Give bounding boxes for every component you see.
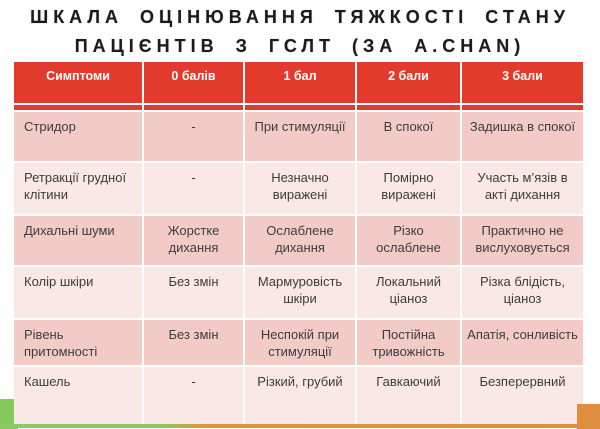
table-cell: При стимуляції <box>245 112 355 161</box>
slide-title-line1: ШКАЛА ОЦІНЮВАННЯ ТЯЖКОСТІ СТАНУ <box>30 7 570 27</box>
table-cell-symptom: Рівень притомності <box>14 320 142 365</box>
table-cell: Участь м’язів в акті дихання <box>462 163 583 214</box>
slide-title: ШКАЛА ОЦІНЮВАННЯ ТЯЖКОСТІ СТАНУ ПАЦІЄНТІ… <box>0 3 600 61</box>
table-cell-symptom: Стридор <box>14 112 142 161</box>
header-filler-cell <box>462 105 583 110</box>
table-cell: Ослаблене дихання <box>245 216 355 265</box>
header-cell-score2: 2 бали <box>357 62 460 103</box>
table-cell: Неспокій при стимуляції <box>245 320 355 365</box>
decoration-orange-block <box>577 404 600 429</box>
table-cell: Безперервний <box>462 367 583 424</box>
table-cell: - <box>144 367 243 424</box>
header-filler-cell <box>144 105 243 110</box>
table-cell: Задишка в спокої <box>462 112 583 161</box>
table-cell: Різкий, грубий <box>245 367 355 424</box>
table-cell: Незначно виражені <box>245 163 355 214</box>
header-cell-score3: 3 бали <box>462 62 583 103</box>
table-cell: Апатія, сонливість <box>462 320 583 365</box>
severity-scale-table: Симптоми 0 балів 1 бал 2 бали 3 бали Стр… <box>14 62 583 424</box>
table-cell-symptom: Кашель <box>14 367 142 424</box>
table-cell: Різко ослаблене <box>357 216 460 265</box>
table-cell: Гавкаючий <box>357 367 460 424</box>
table-cell: Постійна тривожність <box>357 320 460 365</box>
table-cell-symptom: Колір шкіри <box>14 267 142 318</box>
table-cell: - <box>144 163 243 214</box>
table-cell: Без змін <box>144 320 243 365</box>
header-cell-symptoms: Симптоми <box>14 62 142 103</box>
table-cell-symptom: Ретракції грудної клітини <box>14 163 142 214</box>
table-cell: Помірно виражені <box>357 163 460 214</box>
table-cell: - <box>144 112 243 161</box>
table-cell: Мармуровість шкіри <box>245 267 355 318</box>
header-filler-cell <box>14 105 142 110</box>
table-cell-symptom: Дихальні шуми <box>14 216 142 265</box>
header-filler-cell <box>245 105 355 110</box>
header-filler-cell <box>357 105 460 110</box>
header-cell-score1: 1 бал <box>245 62 355 103</box>
table-cell: Жорстке дихання <box>144 216 243 265</box>
table-cell: Без змін <box>144 267 243 318</box>
table-cell: Локальний ціаноз <box>357 267 460 318</box>
header-cell-score0: 0 балів <box>144 62 243 103</box>
decoration-green-block <box>0 399 18 429</box>
table-cell: Практично не вислуховується <box>462 216 583 265</box>
table-cell: В спокої <box>357 112 460 161</box>
decoration-bottom-strip <box>0 424 600 428</box>
slide-title-line2: ПАЦІЄНТІВ З ГСЛТ (ЗА A.CHAN) <box>74 36 526 56</box>
table-cell: Різка блідість, ціаноз <box>462 267 583 318</box>
